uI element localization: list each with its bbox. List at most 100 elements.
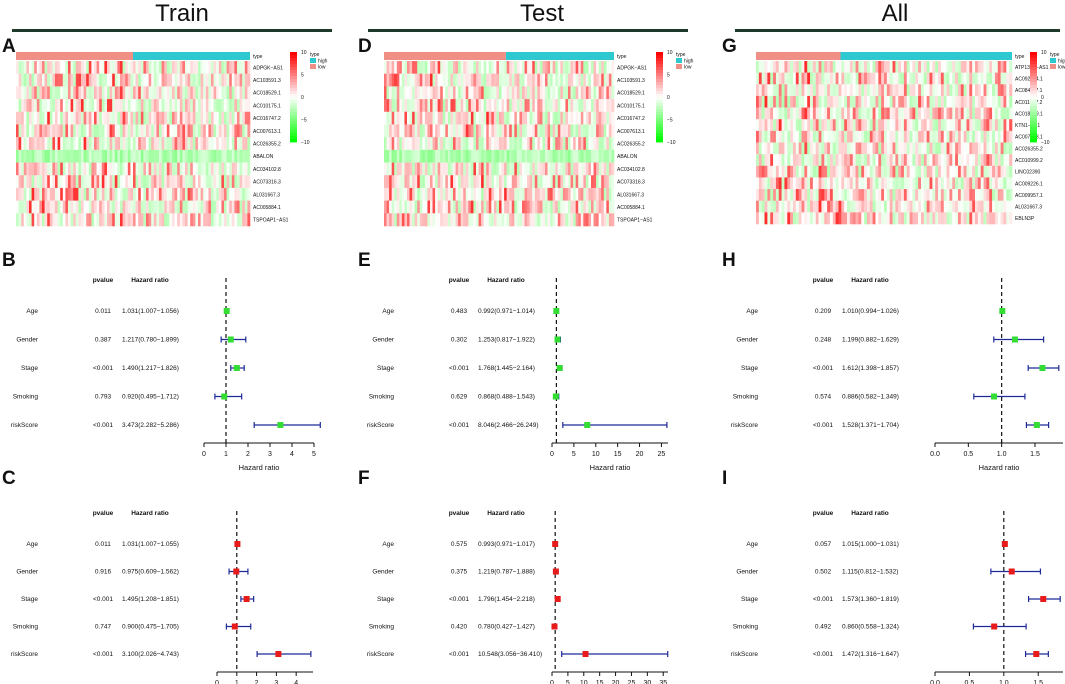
hm-cell <box>798 107 802 120</box>
hm-cell <box>187 213 191 227</box>
hm-cell <box>42 111 45 125</box>
hm-cell <box>909 177 913 190</box>
hm-cell <box>153 187 157 201</box>
hm-cell <box>125 213 129 227</box>
hm-cell <box>764 84 768 97</box>
hm-cell <box>151 149 155 163</box>
hm-cell <box>146 162 149 176</box>
hm-cell <box>78 111 82 125</box>
hm-cell <box>903 154 908 167</box>
hm-cell <box>458 162 461 176</box>
hm-cell <box>177 73 181 87</box>
hm-cell <box>143 200 147 214</box>
hm-cell <box>869 61 873 73</box>
hm-cell <box>781 84 785 97</box>
hm-cell <box>591 162 594 176</box>
hm-cell <box>23 99 27 113</box>
hm-cell <box>539 111 543 125</box>
hm-cell <box>841 177 845 190</box>
hm-cell <box>60 124 64 138</box>
hm-cell <box>470 73 474 87</box>
hm-cell <box>42 124 45 138</box>
hm-cell <box>858 189 862 202</box>
hm-cell <box>465 99 469 113</box>
hm-cell <box>36 73 40 87</box>
hm-cell <box>775 130 780 143</box>
hm-cell <box>23 73 27 87</box>
hm-cell <box>190 61 194 74</box>
hm-cell <box>920 177 925 190</box>
hm-cell <box>1000 212 1004 225</box>
hm-cell <box>864 130 868 143</box>
hm-cell <box>767 200 771 213</box>
hm-cell <box>424 187 428 201</box>
hm-cell <box>835 130 839 143</box>
hm-cell <box>229 137 233 151</box>
hm-a-scale-step <box>290 55 297 59</box>
hm-cell <box>1009 61 1013 73</box>
hm-cell <box>226 73 230 87</box>
hm-cell <box>997 177 1001 190</box>
hm-cell <box>560 187 564 201</box>
hm-cell <box>445 200 449 214</box>
hm-cell <box>946 119 950 132</box>
hm-cell <box>138 137 142 151</box>
hm-cell <box>47 86 51 100</box>
fp-h-hr-box <box>991 393 998 400</box>
hm-cell <box>88 200 92 214</box>
hm-cell <box>787 189 791 202</box>
hm-cell <box>177 86 181 100</box>
hm-cell <box>943 200 947 213</box>
hm-cell <box>798 189 802 202</box>
hm-cell <box>784 177 788 190</box>
hm-cell <box>109 111 113 125</box>
hm-cell <box>852 95 856 108</box>
hm-cell <box>855 142 859 155</box>
hm-cell <box>499 111 502 125</box>
hm-cell <box>575 111 579 125</box>
hm-cell <box>593 124 597 138</box>
hm-cell <box>460 111 464 125</box>
hm-cell <box>912 72 916 85</box>
hm-cell <box>929 130 933 143</box>
hm-cell <box>153 99 157 113</box>
fp-h-row-name: Gender <box>736 337 759 344</box>
hm-cell <box>445 213 449 227</box>
hm-cell <box>221 187 225 201</box>
hm-cell <box>575 200 579 214</box>
hm-cell <box>29 61 32 74</box>
hm-cell <box>499 162 502 176</box>
hm-cell <box>787 177 791 190</box>
hm-cell <box>491 86 495 100</box>
hm-cell <box>514 187 518 201</box>
hm-cell <box>606 111 610 125</box>
hm-cell <box>394 124 398 138</box>
hm-cell <box>57 187 61 201</box>
hm-cell <box>218 111 222 125</box>
hm-cell <box>1006 61 1010 73</box>
hm-cell <box>539 61 543 74</box>
hm-d-scale-step <box>656 88 663 92</box>
hm-cell <box>488 137 492 151</box>
hm-cell <box>898 72 902 85</box>
hm-cell <box>866 154 871 167</box>
hm-cell <box>195 111 199 125</box>
hm-cell <box>557 86 561 100</box>
hm-cell <box>534 149 538 163</box>
hm-cell <box>926 165 930 178</box>
hm-cell <box>239 175 243 189</box>
hm-cell <box>218 73 222 87</box>
hm-cell <box>192 124 196 138</box>
hm-cell <box>122 86 126 100</box>
hm-cell <box>26 137 30 151</box>
hm-cell <box>929 212 933 225</box>
hm-cell <box>527 61 530 74</box>
hm-g-scale-step <box>1030 124 1037 128</box>
hm-cell <box>99 73 103 87</box>
fp-c-row-hr-text: 0.975(0.609−1.562) <box>122 569 179 576</box>
hm-cell <box>159 200 162 214</box>
hm-cell <box>545 187 548 201</box>
hm-cell <box>957 130 962 143</box>
hm-cell <box>440 175 444 189</box>
hm-cell <box>57 111 61 125</box>
